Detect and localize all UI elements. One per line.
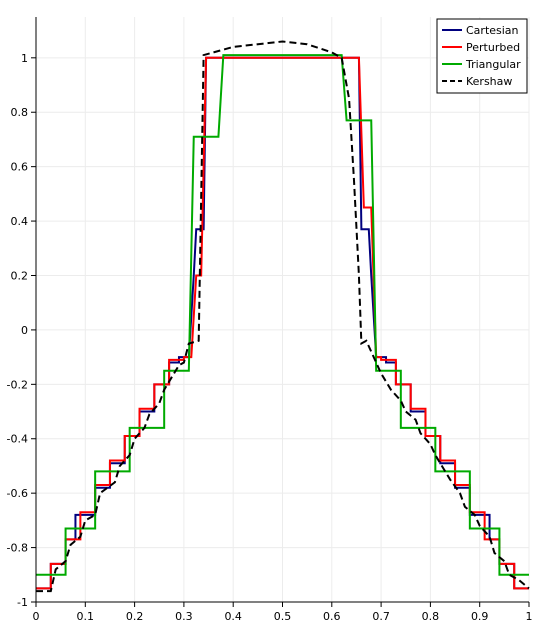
y-tick-label: -0.8: [7, 542, 28, 555]
series-lines: [36, 40, 530, 593]
series-line-triangular: [36, 54, 529, 576]
legend-label: Cartesian: [466, 24, 519, 37]
y-tick-label: 0.8: [11, 106, 29, 119]
legend-label: Triangular: [465, 58, 521, 71]
x-tick-label: 0.8: [422, 610, 440, 623]
y-tick-label: 0.2: [11, 269, 29, 282]
y-tick-label: -1: [17, 596, 28, 609]
x-tick-label: 0: [33, 610, 40, 623]
legend-label: Perturbed: [466, 41, 520, 54]
legend: Cartesian Perturbed Triangular Kershaw: [436, 18, 528, 94]
series-line-kershaw: [36, 40, 530, 593]
y-tick-label: 0.4: [11, 215, 29, 228]
x-tick-label: 0.5: [274, 610, 292, 623]
legend-label: Kershaw: [466, 75, 512, 88]
x-tick-label: 0.9: [471, 610, 489, 623]
x-tick-label: 1: [526, 610, 533, 623]
x-tick-label: 0.4: [224, 610, 242, 623]
x-tick-label: 0.3: [175, 610, 193, 623]
y-tick-label: 1: [21, 52, 28, 65]
x-tick-label: 0.6: [323, 610, 341, 623]
y-tick-label: -0.6: [7, 487, 28, 500]
x-tick-label: 0.1: [77, 610, 95, 623]
axes: 0 0.1 0.2 0.3 0.4 0.5 0.6 0.7 0.8 0.9 1 -1 -0.8 -0.6 -…: [7, 17, 533, 623]
y-tick-label: 0.6: [11, 161, 29, 174]
x-tick-label: 0.7: [372, 610, 390, 623]
y-tick-label: 0: [21, 324, 28, 337]
x-tick-label: 0.2: [126, 610, 144, 623]
y-tick-label: -0.2: [7, 378, 28, 391]
series-line-perturbed: [36, 56, 529, 590]
y-tick-label: -0.4: [7, 433, 28, 446]
